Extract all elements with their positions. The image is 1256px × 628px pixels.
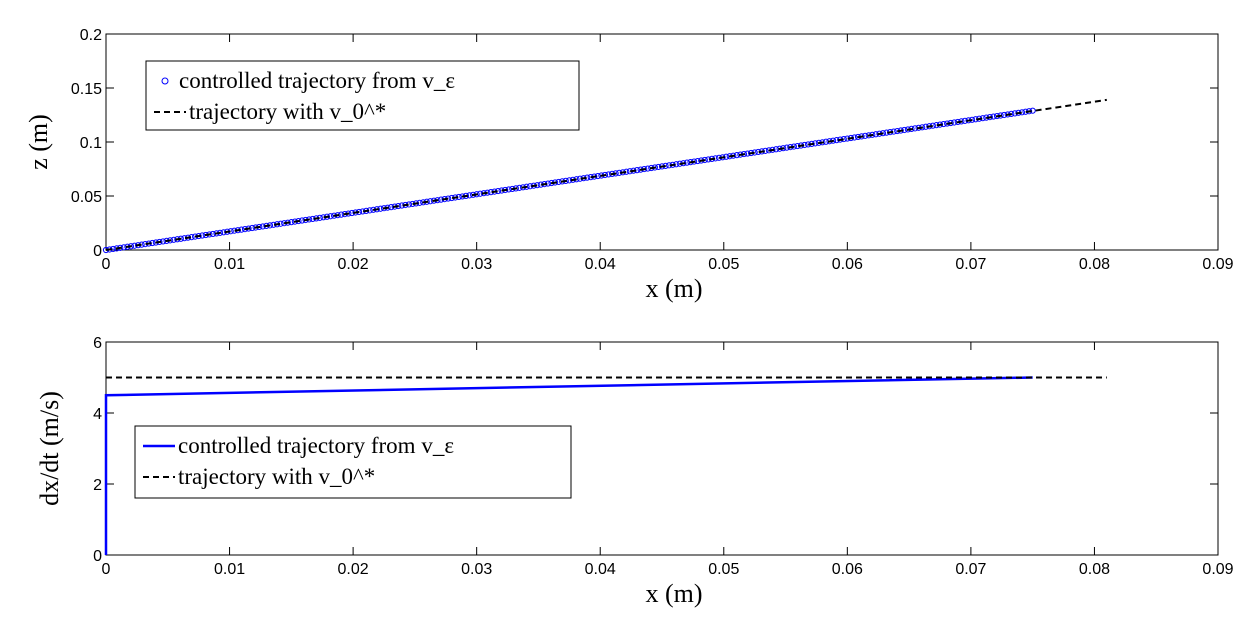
x-tick-label: 0.02 [338,256,369,273]
y-tick-label: 6 [93,335,102,352]
x-tick-label: 0.07 [955,561,986,578]
legend: controlled trajectory from v_ε trajectory… [134,425,572,499]
x-axis-label: x (m) [645,579,702,608]
x-tick-label: 0.06 [832,256,863,273]
x-tick-label: 0 [102,561,111,578]
x-tick-label: 0.06 [832,561,863,578]
x-tick-label: 0.04 [585,256,616,273]
y-tick-label: 0.2 [80,27,102,44]
y-tick-label: 4 [93,406,102,423]
y-tick-label: 0.1 [80,135,102,152]
y-tick-label: 0.05 [71,189,102,206]
series-controlled-line [104,376,1033,555]
legend-marker-circle [161,77,169,85]
x-tick-label: 0.08 [1079,561,1110,578]
legend-box [134,425,572,499]
legend-label: controlled trajectory from v_ε [178,433,454,458]
legend-box [145,60,580,131]
y-tick-label: 0 [93,548,102,565]
x-tick-label: 0.05 [708,561,739,578]
legend-label: trajectory with v_0^* [189,99,386,124]
x-tick-label: 0.03 [461,561,492,578]
x-tick-label: 0.01 [214,256,245,273]
x-tick-label: 0.03 [461,256,492,273]
x-tick-label: 0.01 [214,561,245,578]
x-tick-label: 0.09 [1202,256,1233,273]
x-tick-label: 0.05 [708,256,739,273]
x-tick-label: 0.07 [955,256,986,273]
bottom-plot-velocity-vs-x: 0 0.01 0.02 0.03 0.04 0.05 0.06 0.07 0.08 0.09 0 2 4… [35,335,1234,608]
x-tick-label: 0.09 [1202,561,1233,578]
legend: controlled trajectory from v_ε trajectory… [145,60,580,131]
legend-label: trajectory with v_0^* [178,464,375,489]
x-tick-label: 0 [102,256,111,273]
y-axis-label: dx/dt (m/s) [35,391,64,506]
top-plot-z-vs-x: 0 0.01 0.02 0.03 0.04 0.05 0.06 0.07 0.08 0.09 0 0.… [24,27,1234,303]
x-tick-label: 0.08 [1079,256,1110,273]
y-tick-label: 0.15 [71,81,102,98]
x-tick-label: 0.04 [585,561,616,578]
series-reference-dashed-line [105,98,1107,251]
x-axis-label: x (m) [645,274,702,303]
legend-label: controlled trajectory from v_ε [179,68,455,93]
y-tick-label: 0 [93,243,102,260]
y-axis-label: z (m) [24,114,53,170]
x-tick-label: 0.02 [338,561,369,578]
y-tick-label: 2 [93,477,102,494]
